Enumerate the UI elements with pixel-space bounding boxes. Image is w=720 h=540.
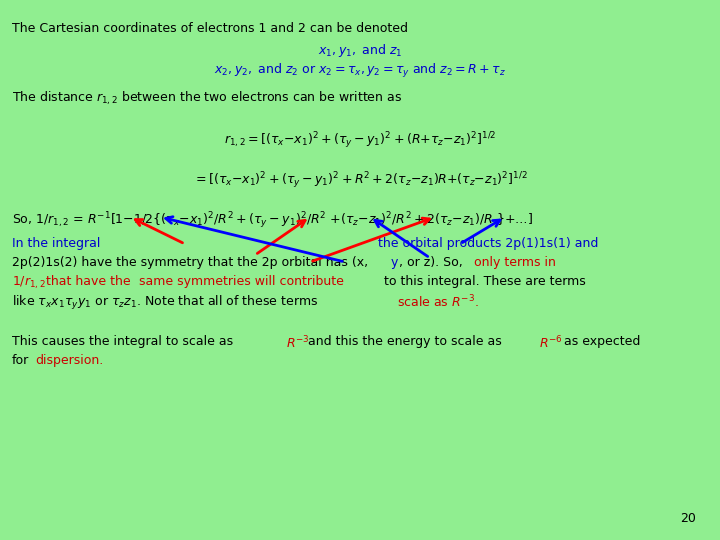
Text: like $\tau_x x_1 \tau_y y_1$ or $\tau_z z_1$. Note that all of these terms: like $\tau_x x_1 \tau_y y_1$ or $\tau_z … <box>12 294 318 312</box>
Text: In the integral: In the integral <box>12 237 100 250</box>
Text: 2p(2)1s(2) have the symmetry that the 2p orbital has (x,: 2p(2)1s(2) have the symmetry that the 2p… <box>12 256 372 269</box>
Text: scale as $R^{-3}$.: scale as $R^{-3}$. <box>397 294 479 310</box>
Text: as expected: as expected <box>564 335 640 348</box>
Text: $= [(\tau_x\mathrm{-}x_1)^2 + (\tau_y -y_1)^2 + R^2 + 2(\tau_z\mathrm{-}z_1)R{+}: $= [(\tau_x\mathrm{-}x_1)^2 + (\tau_y -y… <box>193 170 527 191</box>
Text: and this the energy to scale as: and this the energy to scale as <box>308 335 502 348</box>
Text: to this integral. These are terms: to this integral. These are terms <box>384 275 586 288</box>
Text: for: for <box>12 354 30 367</box>
Text: , or z). So,: , or z). So, <box>399 256 463 269</box>
Text: same symmetries will contribute: same symmetries will contribute <box>139 275 344 288</box>
Text: $R^{-3}$: $R^{-3}$ <box>286 335 310 352</box>
Text: $r_{1,2} = [(\tau_x\mathrm{-}x_1)^2 + (\tau_y -y_1)^2 + (R{+}\tau_z\mathrm{-}z_1: $r_{1,2} = [(\tau_x\mathrm{-}x_1)^2 + (\… <box>224 130 496 151</box>
Text: dispersion.: dispersion. <box>35 354 103 367</box>
Text: y: y <box>391 256 398 269</box>
Text: So, $1/r_{1,2}$ = $R^{-1}[1\mathrm{-}1/2\{(\tau_x\mathrm{-}x_1)^2/R^2 + (\tau_y : So, $1/r_{1,2}$ = $R^{-1}[1\mathrm{-}1/2… <box>12 210 533 231</box>
Text: 20: 20 <box>680 512 696 525</box>
Text: $R^{-6}$: $R^{-6}$ <box>539 335 563 352</box>
Text: that have the: that have the <box>46 275 130 288</box>
Text: the orbital products 2p(1)1s(1) and: the orbital products 2p(1)1s(1) and <box>378 237 598 250</box>
Text: $x_2, y_2,$ and $z_2$ or $x_2 = \tau_x, y_2 = \tau_y$ and $z_2 = R + \tau_z$: $x_2, y_2,$ and $z_2$ or $x_2 = \tau_x, … <box>214 62 506 80</box>
Text: The distance $r_{1,2}$ between the two electrons can be written as: The distance $r_{1,2}$ between the two e… <box>12 90 402 107</box>
Text: $1/r_{1,2}$: $1/r_{1,2}$ <box>12 275 46 292</box>
Text: only terms in: only terms in <box>474 256 556 269</box>
Text: $x_1, y_1,$ and $z_1$: $x_1, y_1,$ and $z_1$ <box>318 42 402 59</box>
Text: This causes the integral to scale as: This causes the integral to scale as <box>12 335 233 348</box>
Text: The Cartesian coordinates of electrons 1 and 2 can be denoted: The Cartesian coordinates of electrons 1… <box>12 22 408 35</box>
